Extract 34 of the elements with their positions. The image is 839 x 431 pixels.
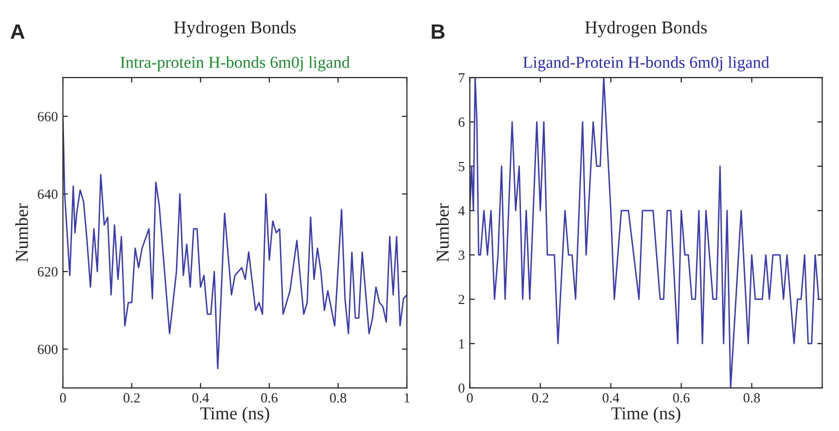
x-tick-label: 0.4: [192, 393, 209, 403]
x-tick-label: 0: [466, 393, 473, 403]
x-tick-label: 0.4: [602, 393, 620, 403]
y-axis-title: Number: [15, 203, 28, 262]
y-tick-label: 640: [38, 190, 58, 199]
chart-subtitle: Ligand-Protein H-bonds 6m0j ligand: [523, 56, 770, 72]
y-tick-label: 6: [458, 118, 465, 127]
y-tick-label: 660: [38, 112, 58, 122]
y-axis-title: Number: [436, 203, 449, 262]
y-tick-label: 3: [458, 250, 464, 260]
y-tick-label: 0: [458, 383, 464, 393]
x-tick-label: 0.2: [532, 393, 548, 403]
line-series: [470, 78, 820, 388]
x-tick-label: 0.8: [330, 393, 346, 403]
x-tick-label: 0.2: [124, 393, 140, 403]
text: B: [432, 24, 445, 39]
x-tick-label: 0: [60, 393, 66, 403]
x-axis-title: Time (ns): [611, 406, 680, 424]
x-tick-label: 1: [404, 393, 410, 402]
chart-subtitle: Intra-protein H-bonds 6m0j ligand: [120, 56, 350, 72]
y-tick-label: 5: [458, 162, 464, 172]
chart-title: Hydrogen Bonds: [585, 20, 707, 38]
x-tick-label: 0.6: [261, 393, 278, 403]
y-tick-label: 620: [38, 267, 58, 276]
x-tick-label: 0.6: [673, 393, 690, 403]
y-tick-label: 2: [458, 294, 464, 304]
y-tick-label: 4: [458, 206, 465, 216]
x-tick-label: 0.8: [744, 393, 760, 403]
chart-title: Hydrogen Bonds: [174, 20, 296, 38]
y-tick-label: 1: [459, 339, 464, 348]
y-tick-label: 7: [458, 73, 465, 82]
text: A: [10, 24, 25, 39]
x-axis-title: Time (ns): [200, 406, 270, 424]
y-tick-label: 600: [38, 344, 58, 354]
